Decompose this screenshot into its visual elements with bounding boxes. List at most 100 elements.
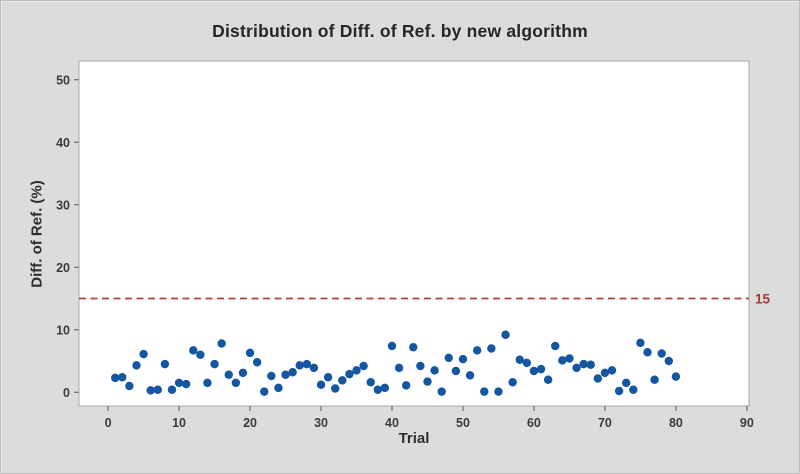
data-point — [189, 346, 198, 355]
data-point — [302, 359, 312, 369]
data-point — [487, 344, 496, 353]
data-point — [203, 378, 212, 388]
x-tick-label: 40 — [385, 416, 399, 430]
x-tick-label: 70 — [598, 416, 612, 430]
data-point — [629, 385, 638, 394]
data-point — [416, 361, 425, 371]
data-point — [401, 381, 411, 390]
data-point — [622, 378, 631, 388]
data-point — [536, 364, 546, 374]
data-point — [465, 371, 475, 380]
data-point — [586, 360, 595, 369]
data-point — [345, 369, 354, 379]
data-point — [579, 359, 588, 369]
data-point — [423, 377, 432, 386]
data-point — [125, 381, 134, 391]
data-point — [558, 356, 567, 365]
data-point — [352, 366, 361, 375]
data-point — [480, 387, 489, 396]
data-point — [501, 330, 510, 339]
y-tick-label: 50 — [56, 73, 70, 87]
y-tick-label: 40 — [56, 136, 70, 150]
data-point — [167, 385, 177, 394]
x-axis-label: Trial — [398, 430, 430, 447]
data-point — [373, 385, 383, 394]
data-point — [267, 371, 276, 381]
y-tick-label: 10 — [56, 323, 70, 337]
x-tick-label: 0 — [105, 416, 112, 430]
data-point — [593, 374, 603, 383]
data-point — [664, 356, 673, 366]
data-point — [657, 349, 666, 358]
x-tick-label: 30 — [314, 416, 328, 430]
data-point — [274, 383, 283, 393]
data-point — [260, 387, 269, 396]
data-point — [331, 384, 340, 393]
reference-line-label: 15 — [755, 291, 771, 306]
data-point — [288, 368, 297, 377]
data-point — [132, 361, 141, 370]
data-point — [614, 386, 624, 396]
data-point — [380, 383, 390, 393]
y-tick-label: 30 — [56, 198, 70, 212]
data-point — [153, 385, 162, 394]
data-point — [281, 370, 290, 379]
x-tick-label: 90 — [740, 416, 754, 430]
data-point — [508, 378, 517, 387]
x-tick-label: 80 — [669, 416, 683, 430]
data-point — [458, 354, 468, 364]
data-point — [600, 368, 610, 378]
data-point — [551, 341, 560, 351]
data-point — [118, 373, 127, 382]
data-point — [387, 341, 397, 351]
data-point — [224, 370, 233, 379]
data-point — [394, 363, 404, 373]
data-point — [338, 376, 347, 385]
data-point — [643, 348, 652, 357]
data-point — [451, 366, 461, 376]
data-point — [323, 373, 333, 382]
data-point — [295, 361, 304, 370]
data-point — [217, 339, 226, 348]
data-point — [607, 366, 617, 375]
data-point — [650, 375, 659, 384]
data-point — [238, 368, 248, 378]
y-tick-label: 20 — [56, 261, 70, 275]
data-point — [210, 359, 219, 369]
data-point — [146, 386, 155, 395]
data-point — [409, 343, 418, 352]
y-axis-label: Diff. of Ref. (%) — [28, 180, 46, 288]
data-point — [309, 363, 319, 373]
data-point — [430, 366, 439, 375]
x-tick-label: 10 — [172, 416, 186, 430]
data-point — [139, 349, 148, 359]
data-point — [494, 387, 503, 396]
y-tick-label: 0 — [63, 386, 70, 400]
data-point — [636, 338, 645, 348]
data-point — [565, 354, 574, 363]
data-point — [110, 373, 120, 383]
data-point — [359, 361, 368, 371]
data-point — [245, 348, 255, 358]
data-point — [181, 379, 191, 389]
data-point — [522, 358, 532, 368]
data-point — [444, 353, 453, 363]
data-point — [160, 359, 170, 369]
data-point — [366, 378, 375, 387]
data-point — [252, 358, 262, 367]
x-tick-label: 50 — [456, 416, 470, 430]
data-point — [196, 350, 205, 359]
data-point — [316, 380, 326, 389]
x-tick-label: 20 — [243, 416, 257, 430]
data-point — [543, 375, 553, 384]
x-tick-label: 60 — [527, 416, 541, 430]
data-point — [529, 366, 539, 376]
data-point — [671, 372, 681, 381]
data-point — [437, 387, 446, 396]
chart-title: Distribution of Diff. of Ref. by new alg… — [212, 21, 588, 41]
data-point — [231, 378, 241, 388]
data-point — [515, 355, 524, 364]
data-point — [472, 346, 482, 355]
